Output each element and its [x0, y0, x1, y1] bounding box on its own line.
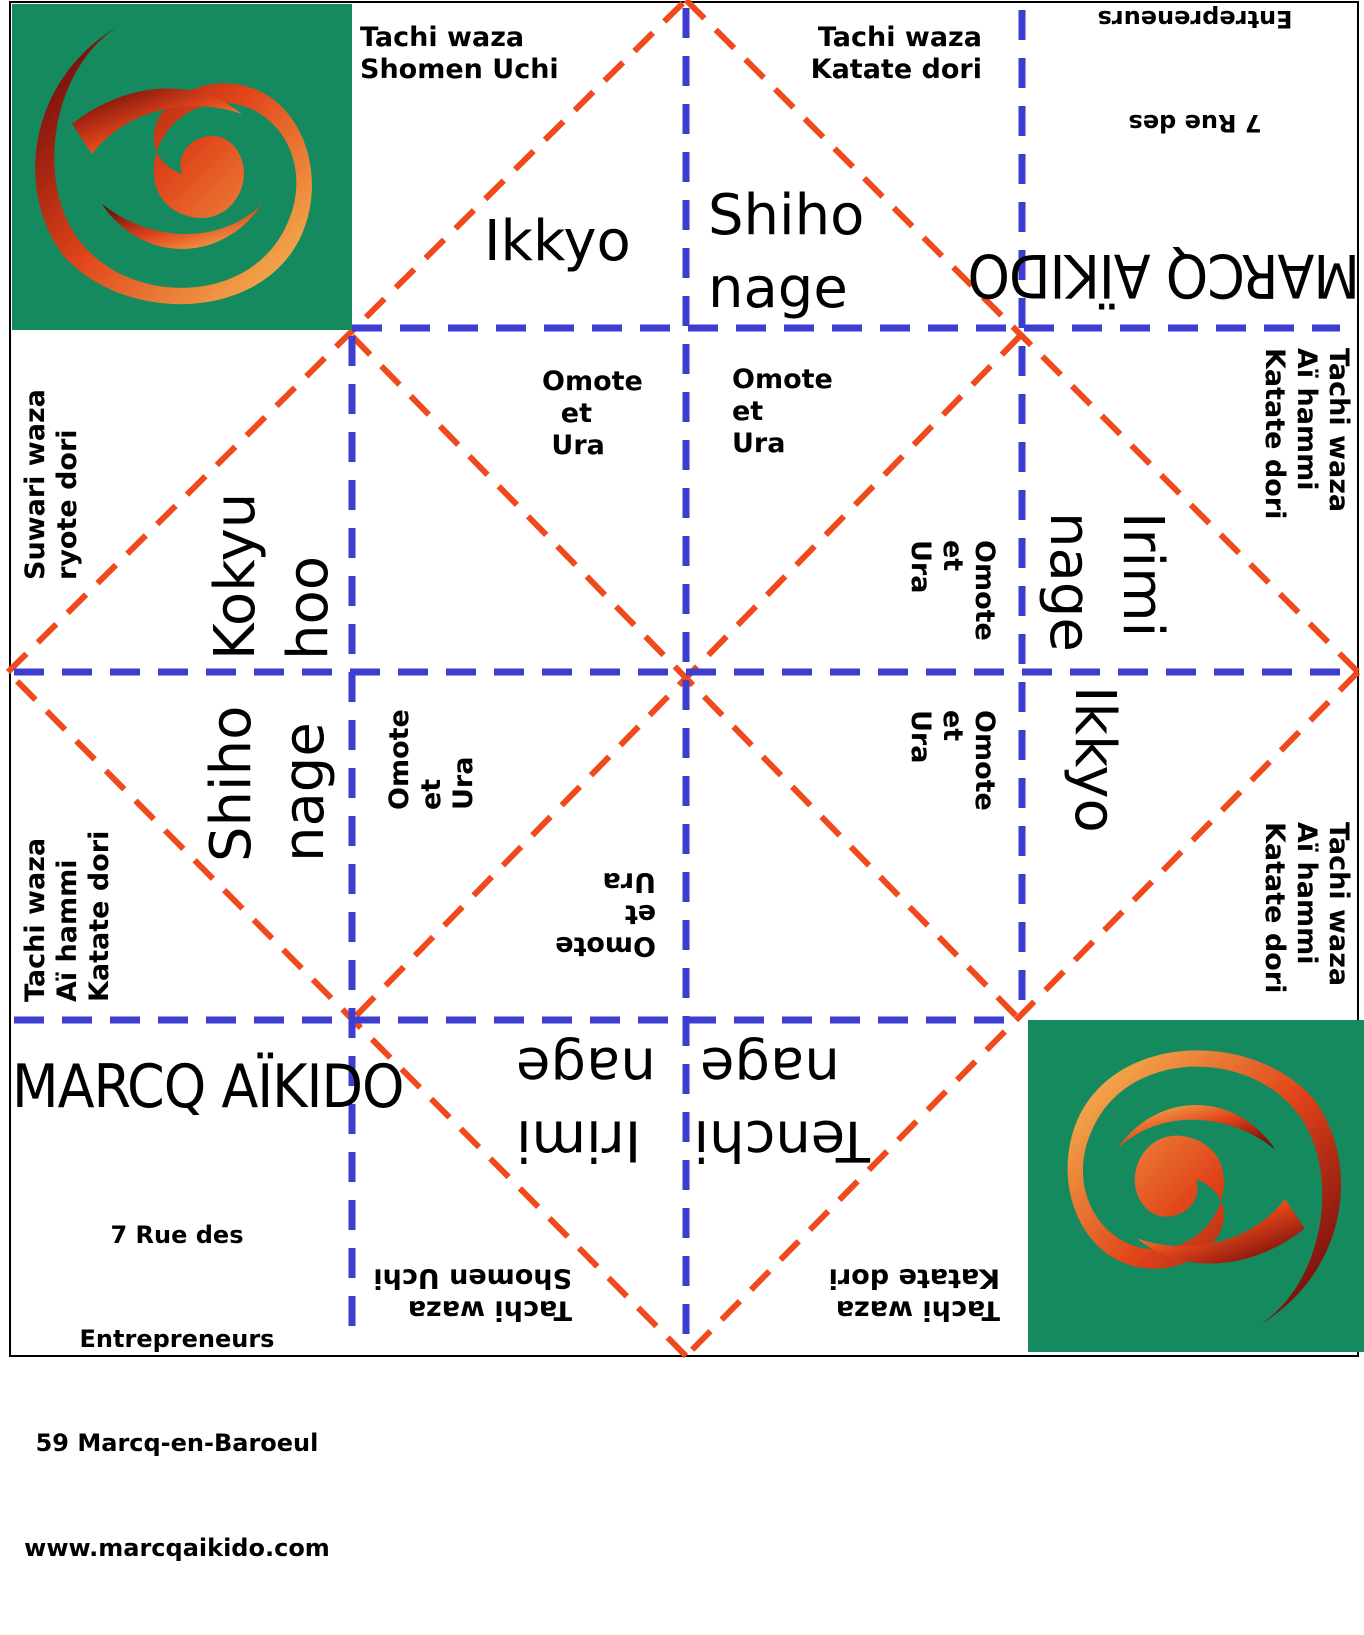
- technique-top-left: Ikkyo: [484, 209, 631, 274]
- variant-label: Omote et Ura: [905, 540, 1000, 641]
- address-block: 7 Rue des Entrepreneurs 59 Marcq-en-Baro…: [1030, 0, 1360, 210]
- variant-label: Omote et Ura: [384, 709, 479, 810]
- variant-label: Omote et Ura: [905, 710, 1000, 811]
- attack-label-top-left: Tachi waza Shomen Uchi: [360, 22, 559, 85]
- address-block: 7 Rue des Entrepreneurs 59 Marcq-en-Baro…: [8, 1148, 346, 1635]
- attack-label-bottom-right: Tachi waza Katate dori: [828, 1262, 1000, 1326]
- address-line-2: Entrepreneurs: [1097, 5, 1293, 34]
- red-fold-line: [349, 333, 1023, 1023]
- swirl-logo-icon: [35, 24, 312, 305]
- technique-left-lower: Shiho nage: [199, 705, 337, 862]
- blue-fold-lines: [14, 8, 1352, 1352]
- attack-label-left-lower: Tachi waza Aï hammi Katate dori: [20, 830, 115, 1002]
- address-line-4: www.marcqaikido.com: [24, 1533, 330, 1562]
- address-block-rotated: MARCQ AÏKIDO 7 Rue des Entrepreneurs 59 …: [968, 5, 1360, 310]
- red-fold-line: [683, 669, 1361, 1359]
- technique-right-lower: Ikkyo: [1062, 686, 1127, 833]
- technique-bottom-left: Irimi nage: [516, 1034, 656, 1173]
- attack-label-left-upper: Suwari waza ryote dori: [20, 389, 83, 580]
- red-fold-line: [683, 0, 1361, 675]
- variant-label: Omote et Ura: [542, 366, 643, 461]
- swirl-logo-icon: [1067, 1050, 1342, 1328]
- red-fold-line: [5, 669, 689, 1359]
- fold-lines: [5, 0, 1361, 1359]
- address-line-2: Entrepreneurs: [79, 1324, 275, 1353]
- technique-right-upper: Irimi nage: [1037, 512, 1175, 652]
- red-fold-line: [5, 0, 689, 675]
- cootie-catcher-sheet: MARCQ AÏKIDO 7 Rue des Entrepreneurs 59 …: [5, 0, 1364, 1562]
- technique-top-right: Shiho nage: [708, 183, 865, 321]
- logo-bottom-right: [1028, 1020, 1364, 1352]
- variant-label: Omote et Ura: [732, 364, 833, 459]
- technique-bottom-right: Tenchi nage: [693, 1034, 870, 1173]
- attack-label-top-right: Tachi waza Katate dori: [810, 22, 982, 85]
- brand-name: MARCQ AÏKIDO: [12, 1052, 405, 1122]
- logo-top-left: [12, 4, 352, 330]
- address-line-1: 7 Rue des: [1128, 109, 1262, 138]
- attack-label-bottom-left: Tachi waza Shomen Uchi: [373, 1262, 572, 1326]
- variant-label: Omote et Ura: [555, 866, 656, 962]
- attack-label-right-lower: Tachi waza Aï hammi Katate dori: [1259, 822, 1354, 994]
- address-line-3: 59 Marcq-en-Baroeul: [35, 1429, 319, 1458]
- red-fold-lines: [5, 0, 1361, 1359]
- attack-label-right-upper: Tachi waza Aï hammi Katate dori: [1259, 348, 1354, 520]
- address-line-1: 7 Rue des: [110, 1220, 244, 1249]
- brand-name: MARCQ AÏKIDO: [968, 240, 1360, 310]
- technique-left-upper: Kokyu hoo: [203, 492, 341, 660]
